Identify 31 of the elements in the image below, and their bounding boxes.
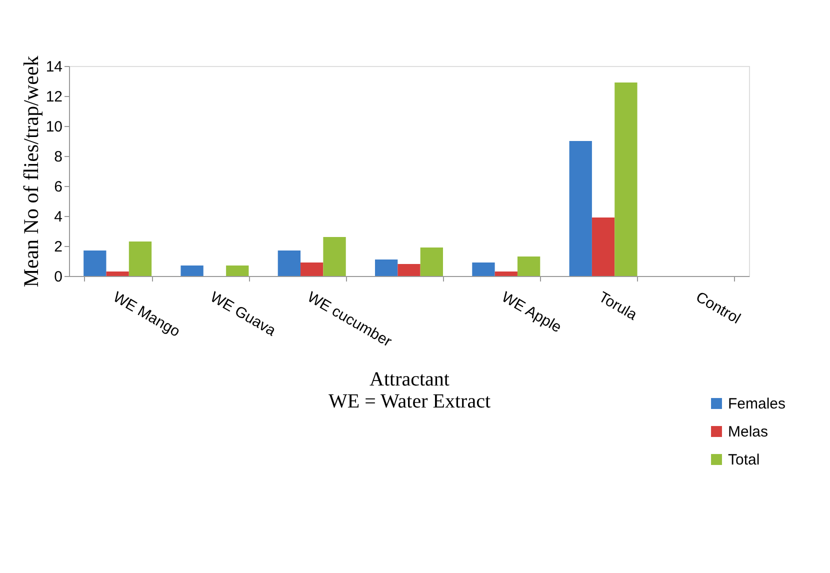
- y-tick-label: 0: [54, 268, 62, 286]
- y-tick-label: 12: [46, 88, 62, 106]
- bar: [494, 272, 518, 276]
- bar: [226, 266, 249, 276]
- x-tick-label: WE Apple: [498, 288, 564, 336]
- bar: [128, 242, 152, 276]
- bar: [278, 250, 301, 276]
- y-tick-label: 6: [54, 178, 62, 196]
- bar: [375, 260, 398, 276]
- legend-label: Females: [728, 396, 786, 412]
- bar: [517, 256, 540, 276]
- y-tick-label: 14: [46, 58, 62, 76]
- legend-label: Total: [728, 452, 760, 468]
- bar: [398, 264, 420, 276]
- bar: [323, 237, 346, 276]
- bar: [300, 262, 324, 276]
- y-tick-label: 10: [46, 118, 62, 136]
- y-tick-label: 8: [54, 148, 62, 166]
- y-axis-title: Mean No of flies/trap/week: [18, 55, 43, 288]
- x-axis-title: Attractant WE = Water Extract: [328, 368, 491, 413]
- bar: [614, 82, 638, 276]
- legend-label: Melas: [728, 424, 768, 440]
- bar: [592, 218, 615, 276]
- bar: [420, 248, 443, 276]
- bar: [569, 141, 592, 276]
- y-tick-label: 2: [54, 238, 62, 256]
- bar: [180, 266, 204, 276]
- bar: [84, 250, 106, 276]
- bar: [472, 262, 495, 276]
- y-tick-label: 4: [54, 208, 62, 226]
- bar: [106, 272, 129, 276]
